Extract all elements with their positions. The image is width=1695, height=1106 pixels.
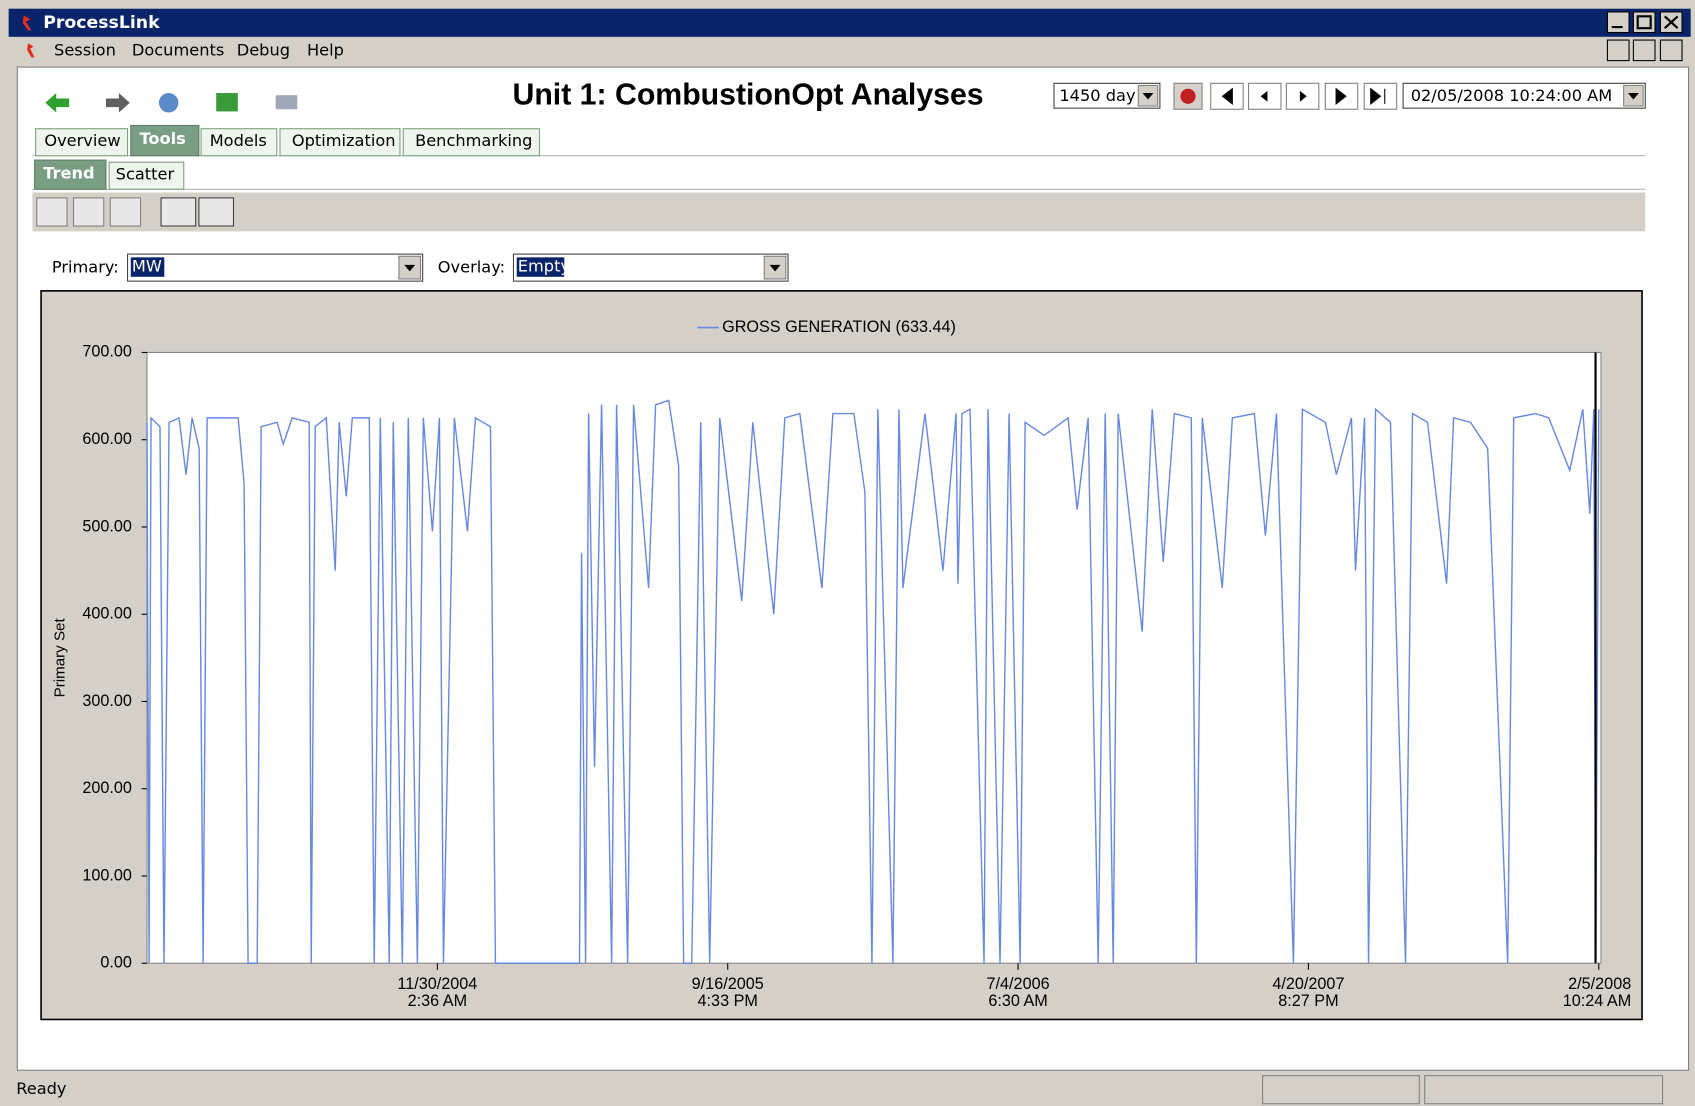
menu-icon (27, 43, 35, 58)
y-tick-label: 300.00 (82, 692, 132, 710)
y-tick-label: 600.00 (82, 430, 132, 448)
status-pane (1424, 1075, 1664, 1105)
subtab-label[interactable]: Scatter (116, 165, 175, 184)
forward-button[interactable] (105, 93, 130, 113)
x-tick-label: 2/5/2008 10:24 AM (1563, 975, 1631, 1010)
subtab-label[interactable]: Trend (43, 164, 94, 183)
x-tick-label: 9/16/2005 4:33 PM (692, 975, 764, 1010)
legend-label: GROSS GENERATION (633.44) (722, 318, 956, 336)
selection-highlight (130, 257, 165, 277)
x-tick-label-line: 10:24 AM (1563, 992, 1631, 1010)
app-icon (22, 15, 32, 31)
subtab[interactable] (108, 161, 185, 190)
x-tick-label-line: 9/16/2005 (692, 975, 764, 993)
datetime-value[interactable]: 02/05/2008 10:24:00 AM (1411, 86, 1613, 105)
x-tick-label-line: 2/5/2008 (1568, 975, 1631, 993)
y-tick-label: 0.00 (100, 954, 132, 972)
menu-item[interactable]: Session (54, 40, 116, 59)
selection-highlight (516, 257, 565, 277)
subtab-selected[interactable] (34, 159, 107, 190)
tab-label[interactable]: Benchmarking (415, 131, 532, 150)
x-tick-label-line: 6:30 AM (988, 992, 1047, 1010)
tab[interactable] (279, 128, 401, 157)
window-title: ProcessLink (43, 13, 160, 33)
x-tick-label-line: 4/20/2007 (1272, 975, 1344, 993)
subtabs[interactable]: Trend Scatter (34, 159, 185, 190)
x-tick-label-line: 11/30/2004 (397, 975, 477, 993)
chart-tools[interactable] (36, 197, 235, 227)
time-nav[interactable] (1173, 82, 1398, 110)
y-tick-label: 100.00 (82, 866, 132, 884)
tool-button[interactable] (109, 197, 142, 227)
combo-glyph (1627, 93, 1639, 100)
tab-label[interactable]: Tools (139, 129, 185, 148)
home-button[interactable] (158, 93, 179, 113)
combo-glyph (1142, 93, 1154, 100)
tab-label[interactable]: Overview (44, 131, 120, 150)
tab[interactable] (200, 128, 278, 157)
y-tick-label: 200.00 (82, 779, 132, 797)
period-value[interactable]: 1450 day (1059, 86, 1136, 105)
combo-glyph (769, 264, 781, 272)
tab-label[interactable]: Models (210, 131, 267, 150)
tool-button[interactable] (72, 197, 105, 227)
y-tick-label: 500.00 (82, 517, 132, 535)
combo-glyph (404, 264, 416, 272)
mdi-close[interactable] (1659, 39, 1683, 62)
mdi-restore[interactable] (1632, 39, 1656, 62)
menu-item[interactable]: Help (307, 40, 344, 59)
chart: 0.00 100.00 200.00 300.00 400.00 500.00 600.00… (52, 318, 1632, 1011)
chart-button[interactable] (216, 93, 238, 112)
status-light-glyph (1180, 88, 1196, 104)
overlay-label: Overlay: (438, 258, 505, 277)
window-button-glyphs (1611, 15, 1679, 30)
x-tick-label-line: 7/4/2006 (987, 975, 1050, 993)
x-tick-label: 4/20/2007 8:27 PM (1272, 975, 1344, 1010)
x-tick-label: 11/30/2004 2:36 AM (397, 975, 477, 1010)
tabs[interactable]: Overview Tools Models Optimization Bench… (35, 124, 540, 157)
y-tick-label: 700.00 (82, 343, 132, 361)
status-pane (1262, 1075, 1420, 1105)
page-title: Unit 1: CombustionOpt Analyses (512, 78, 983, 111)
tab-selected[interactable] (130, 124, 200, 157)
plot-area (146, 351, 1602, 964)
tab[interactable] (35, 128, 129, 157)
menu-item[interactable]: Debug (237, 40, 290, 59)
series-line (146, 399, 1600, 964)
mdi-buttons[interactable] (1606, 39, 1683, 62)
x-tick-label-line: 4:33 PM (698, 992, 758, 1010)
x-tick-label-line: 2:36 AM (408, 992, 467, 1010)
back-button[interactable] (45, 93, 70, 113)
datetime-combo[interactable] (1402, 82, 1646, 109)
status-text: Ready (16, 1079, 67, 1098)
minimize-button[interactable] (1606, 11, 1630, 34)
primary-label: Primary: (52, 258, 119, 277)
title-bar (8, 8, 1691, 37)
menu-item[interactable]: Documents (132, 40, 224, 59)
x-tick-label: 7/4/2006 6:30 AM (987, 975, 1050, 1010)
primary-value[interactable]: MW (132, 257, 162, 276)
nav-glyphs (1221, 87, 1386, 105)
x-tick-label-line: 8:27 PM (1278, 992, 1338, 1010)
y-tick-label: 400.00 (82, 605, 132, 623)
overlay-value[interactable]: Empty (518, 257, 571, 276)
primary-combo[interactable] (127, 253, 424, 282)
print-button[interactable] (275, 95, 298, 110)
tool-button[interactable] (36, 197, 68, 227)
tab[interactable] (402, 128, 540, 157)
window-buttons[interactable] (1606, 11, 1683, 34)
y-axis-label: Primary Set (52, 618, 69, 698)
nav-toolbar[interactable] (45, 93, 298, 113)
mdi-minimize[interactable] (1606, 39, 1630, 62)
tool-button[interactable] (198, 197, 235, 227)
tool-button[interactable] (160, 197, 197, 227)
chart-toolbar (32, 192, 1646, 232)
tab-label[interactable]: Optimization (292, 131, 396, 150)
